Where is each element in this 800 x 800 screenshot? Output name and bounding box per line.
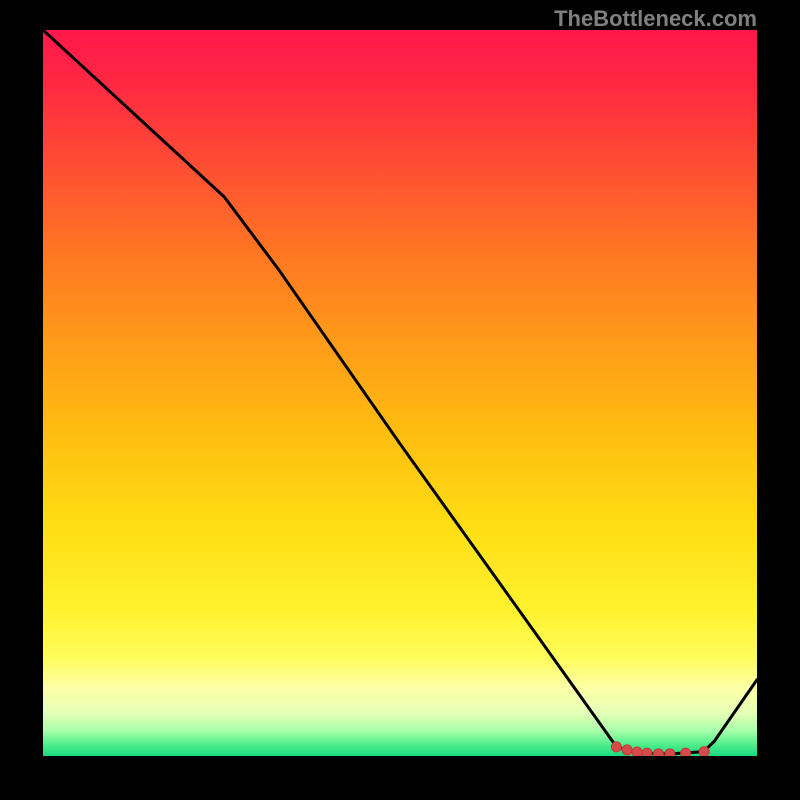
data-marker bbox=[622, 745, 632, 755]
data-marker bbox=[632, 747, 642, 756]
plot-area bbox=[43, 30, 757, 756]
watermark-text: TheBottleneck.com bbox=[554, 6, 757, 32]
data-marker bbox=[642, 748, 652, 756]
data-marker bbox=[653, 749, 663, 756]
data-marker bbox=[665, 749, 675, 756]
data-marker bbox=[611, 742, 621, 752]
data-marker bbox=[699, 747, 709, 756]
gradient-background bbox=[43, 30, 757, 756]
chart-container: TheBottleneck.com bbox=[0, 0, 800, 800]
data-marker bbox=[681, 748, 691, 756]
